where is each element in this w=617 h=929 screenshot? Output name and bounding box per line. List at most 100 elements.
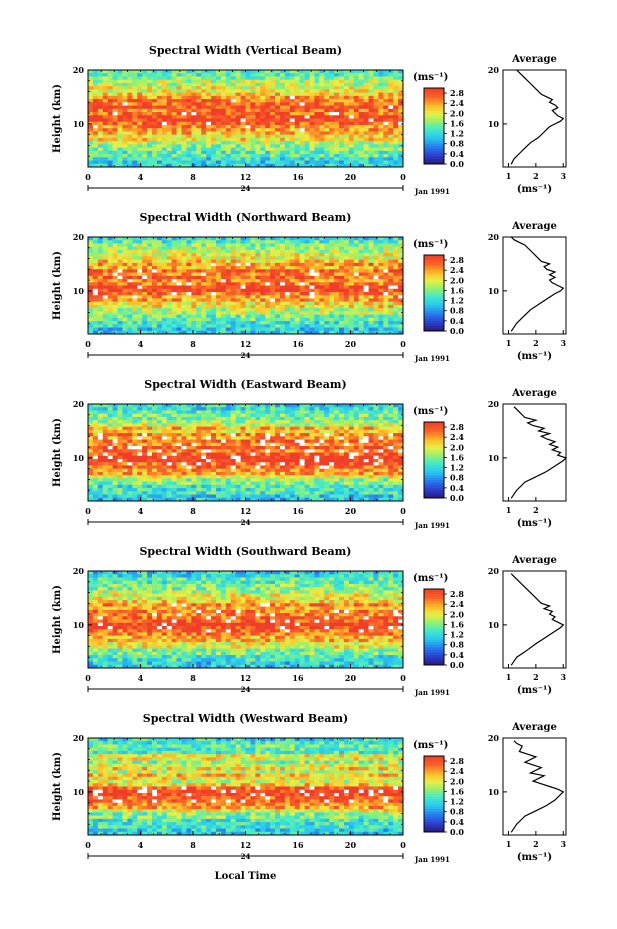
heatmap-cell	[368, 413, 374, 418]
heatmap-cell	[373, 272, 379, 277]
heatmap-cell	[147, 147, 153, 152]
heatmap-cell	[225, 95, 232, 100]
heatmap-cell	[299, 413, 305, 418]
heatmap-cell	[348, 82, 355, 87]
heatmap-cell	[156, 327, 163, 332]
heatmap-cell	[215, 102, 222, 106]
heatmap-cell	[275, 327, 281, 332]
heatmap-cell	[319, 134, 325, 139]
heatmap-cell	[398, 304, 404, 309]
heatmap-cell	[398, 253, 404, 257]
heatmap-cell	[156, 262, 163, 267]
heatmap-cell	[329, 298, 335, 303]
heatmap-cell	[117, 314, 123, 319]
heatmap-cell	[383, 73, 389, 77]
heatmap-cell	[299, 124, 305, 129]
heatmap-cell	[314, 95, 320, 100]
heatmap-cell	[334, 147, 340, 152]
heatmap-cell	[196, 420, 202, 424]
heatmap-cell	[250, 282, 256, 286]
heatmap-cell	[250, 317, 256, 322]
heatmap-cell	[339, 79, 345, 84]
heatmap-cell	[97, 163, 104, 168]
heatmap-cell	[225, 433, 232, 437]
heatmap-cell	[107, 269, 114, 273]
heatmap-cell	[309, 99, 315, 103]
heatmap-cell	[211, 147, 217, 152]
heatmap-cell	[211, 141, 217, 145]
heatmap-cell	[304, 121, 310, 126]
heatmap-cell	[255, 134, 261, 139]
y-tick-label: 10	[73, 286, 85, 296]
heatmap-cell	[156, 321, 163, 325]
heatmap-cell	[240, 304, 246, 309]
heatmap-cell	[102, 108, 109, 113]
heatmap-cell	[215, 76, 222, 81]
heatmap-cell	[92, 413, 99, 418]
heatmap-cell	[151, 272, 158, 277]
heatmap-cell	[378, 246, 384, 251]
heatmap-cell	[176, 439, 182, 444]
heatmap-cell	[206, 311, 212, 315]
heatmap-cell	[132, 304, 138, 309]
heatmap-cell	[206, 137, 212, 142]
heatmap-cell	[112, 150, 118, 155]
heatmap-cell	[97, 99, 104, 103]
heatmap-cell	[201, 163, 207, 168]
heatmap-cell	[206, 157, 212, 161]
heatmap-cell	[260, 321, 266, 325]
heatmap-cell	[211, 163, 217, 168]
heatmap-cell	[304, 95, 310, 100]
heatmap-cell	[329, 157, 335, 161]
heatmap-cell	[388, 275, 394, 280]
heatmap-cell	[196, 141, 202, 145]
heatmap-cell	[181, 324, 187, 328]
heatmap-cell	[156, 76, 163, 81]
heatmap-cell	[201, 240, 207, 244]
heatmap-cell	[117, 288, 123, 293]
heatmap-cell	[304, 407, 310, 411]
heatmap-cell	[255, 128, 261, 132]
heatmap-cell	[383, 141, 389, 145]
heatmap-cell	[206, 275, 212, 280]
heatmap-cell	[201, 442, 207, 447]
heatmap-cell	[92, 240, 99, 244]
heatmap-cell	[112, 249, 118, 254]
heatmap	[88, 70, 404, 168]
heatmap-cell	[92, 121, 99, 126]
heatmap-cell	[314, 99, 320, 103]
heatmap-cell	[393, 285, 399, 290]
heatmap-cell	[92, 246, 99, 251]
heatmap-cell	[186, 89, 192, 94]
heatmap-cell	[137, 118, 143, 123]
heatmap-cell	[191, 131, 197, 136]
heatmap-cell	[314, 86, 320, 90]
heatmap-cell	[319, 269, 325, 273]
heatmap-cell	[191, 249, 197, 254]
heatmap-cell	[294, 82, 301, 87]
heatmap-cell	[358, 321, 365, 325]
heatmap-cell	[289, 413, 296, 418]
heatmap-cell	[378, 70, 384, 74]
heatmap-cell	[279, 266, 286, 270]
heatmap-cell	[284, 413, 291, 418]
heatmap-cell	[196, 291, 202, 296]
heatmap-cell	[122, 99, 128, 103]
heatmap-cell	[176, 321, 182, 325]
heatmap-cell	[220, 429, 227, 434]
heatmap-cell	[348, 95, 355, 100]
heatmap-cell	[383, 246, 389, 251]
heatmap-cell	[230, 141, 237, 145]
heatmap-cell	[393, 282, 399, 286]
heatmap-cell	[275, 79, 281, 84]
heatmap-cell	[156, 144, 163, 148]
heatmap-cell	[147, 118, 153, 123]
heatmap-cell	[245, 150, 251, 155]
heatmap-cell	[304, 163, 310, 168]
profile-x-tick-label: 2	[533, 171, 539, 181]
heatmap-cell	[284, 141, 291, 145]
heatmap-cell	[166, 147, 173, 152]
heatmap-cell	[299, 249, 305, 254]
heatmap-cell	[147, 314, 153, 319]
heatmap-cell	[378, 413, 384, 418]
